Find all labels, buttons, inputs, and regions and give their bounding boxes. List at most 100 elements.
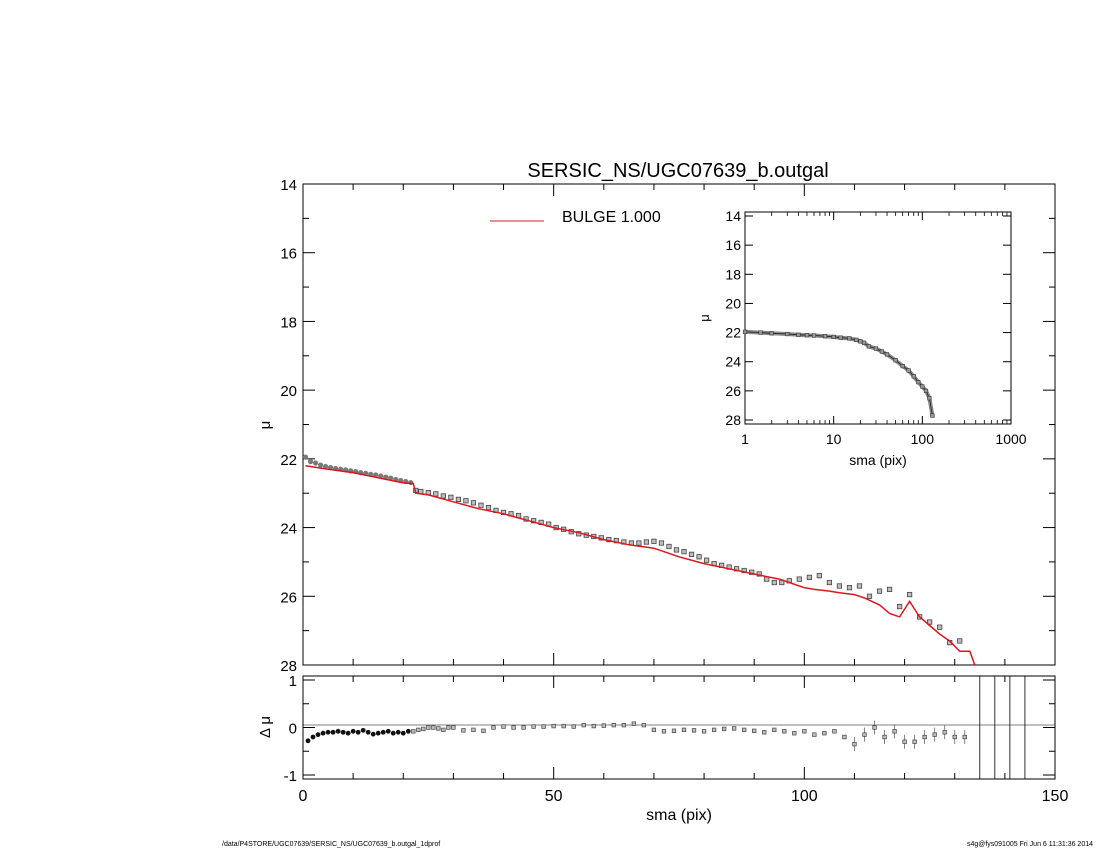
residual-point — [661, 729, 667, 734]
data-point — [478, 502, 484, 508]
residual-point — [862, 732, 867, 737]
inset-data-point — [923, 388, 929, 393]
inset-data-points — [742, 329, 935, 418]
residual-point — [446, 725, 451, 730]
residual-point — [641, 722, 647, 728]
residual-point — [561, 723, 566, 729]
inset-data-point — [838, 335, 843, 340]
inset-data-point — [906, 368, 911, 373]
residual-y-axis-label: Δ μ — [257, 716, 274, 738]
data-point — [666, 543, 672, 550]
residual-point — [962, 734, 967, 740]
inset-data-point — [861, 340, 867, 345]
residual-point — [421, 726, 426, 732]
inset-x-axis-label: sma (pix) — [849, 452, 907, 468]
model-line — [305, 464, 976, 666]
x-axis-label: sma (pix) — [646, 807, 712, 824]
inset-y-tick-label: 24 — [725, 354, 741, 370]
residual-point — [436, 726, 441, 731]
residual-point — [792, 731, 797, 736]
inset-data-point — [804, 333, 810, 338]
footer-timestamp: s4g@fys091005 Fri Jun 6 11:31:36 2014 — [966, 841, 1093, 848]
residual-point — [902, 739, 907, 744]
data-point — [836, 583, 843, 589]
data-point — [856, 583, 863, 589]
inset-y-tick-label: 26 — [725, 383, 741, 399]
inset-data-point — [796, 332, 801, 337]
data-point — [643, 539, 650, 545]
residual-point — [541, 724, 546, 729]
main-y-axis: 14 16 18 20 22 24 26 28 — [280, 177, 1055, 675]
inset-data-point — [920, 384, 925, 389]
residual-point — [782, 729, 787, 734]
data-point — [485, 505, 492, 511]
data-point — [312, 460, 319, 466]
data-point — [673, 547, 680, 553]
residual-point — [872, 725, 877, 730]
residual-y-tick-label: 0 — [289, 721, 297, 738]
residual-point — [731, 726, 737, 731]
data-point — [307, 459, 314, 465]
residual-point — [461, 728, 466, 733]
inset-x-tick-label: 100 — [911, 431, 935, 447]
data-point — [696, 554, 702, 560]
residual-point — [571, 724, 576, 729]
data-point — [749, 569, 755, 575]
data-point — [440, 493, 446, 499]
data-point — [433, 491, 439, 497]
residual-point — [882, 734, 887, 740]
data-point — [448, 494, 454, 500]
residual-point — [335, 728, 341, 734]
x-tick-label: 50 — [545, 788, 563, 805]
residual-point — [481, 728, 486, 733]
data-point — [651, 538, 657, 544]
residual-point — [471, 727, 476, 733]
main-y-tick-label: 22 — [280, 452, 297, 469]
residual-point — [892, 729, 897, 734]
inset-y-tick-label: 22 — [725, 325, 741, 341]
main-y-tick-label: 18 — [280, 314, 297, 331]
data-point — [658, 540, 665, 546]
residual-point — [310, 734, 316, 740]
residual-point — [611, 722, 616, 728]
inset-y-tick-label: 28 — [725, 412, 741, 428]
residual-point — [711, 727, 717, 733]
residual-point — [451, 725, 456, 730]
residual-point — [932, 732, 937, 737]
residual-point — [330, 729, 336, 735]
residual-y-tick-label: 1 — [289, 673, 297, 690]
residual-point — [395, 729, 401, 735]
residual-point — [742, 727, 747, 733]
residual-point — [400, 730, 406, 736]
inset-data-point — [831, 334, 836, 340]
residual-point — [315, 732, 321, 738]
footer-file-path: /data/P4STORE/UGC07639/SERSIC_NS/UGC0763… — [222, 841, 441, 848]
residual-point — [390, 730, 396, 736]
residual-point — [621, 722, 627, 728]
residual-point — [691, 728, 697, 733]
inset-data-point — [811, 333, 817, 338]
residual-point — [491, 725, 496, 730]
residual-point — [842, 734, 847, 740]
residual-point — [370, 731, 376, 737]
inset-data-point — [758, 330, 763, 335]
data-point — [927, 619, 933, 625]
residual-point — [360, 727, 366, 733]
residual-point — [501, 724, 506, 729]
residual-point — [325, 729, 331, 735]
data-point — [322, 463, 329, 470]
residual-point — [832, 729, 837, 734]
inset-data-point — [900, 363, 905, 369]
residual-point — [551, 723, 556, 729]
data-point — [896, 603, 903, 610]
inset-data-point — [893, 358, 898, 363]
residual-point — [952, 734, 957, 740]
residual-y-axis: -1 0 1 — [284, 673, 1055, 785]
x-tick-label: 100 — [791, 788, 818, 805]
data-point — [816, 573, 822, 579]
residual-point — [511, 725, 516, 730]
data-point — [806, 574, 812, 580]
main-y-tick-label: 16 — [280, 246, 297, 263]
main-y-tick-label: 26 — [280, 589, 297, 606]
